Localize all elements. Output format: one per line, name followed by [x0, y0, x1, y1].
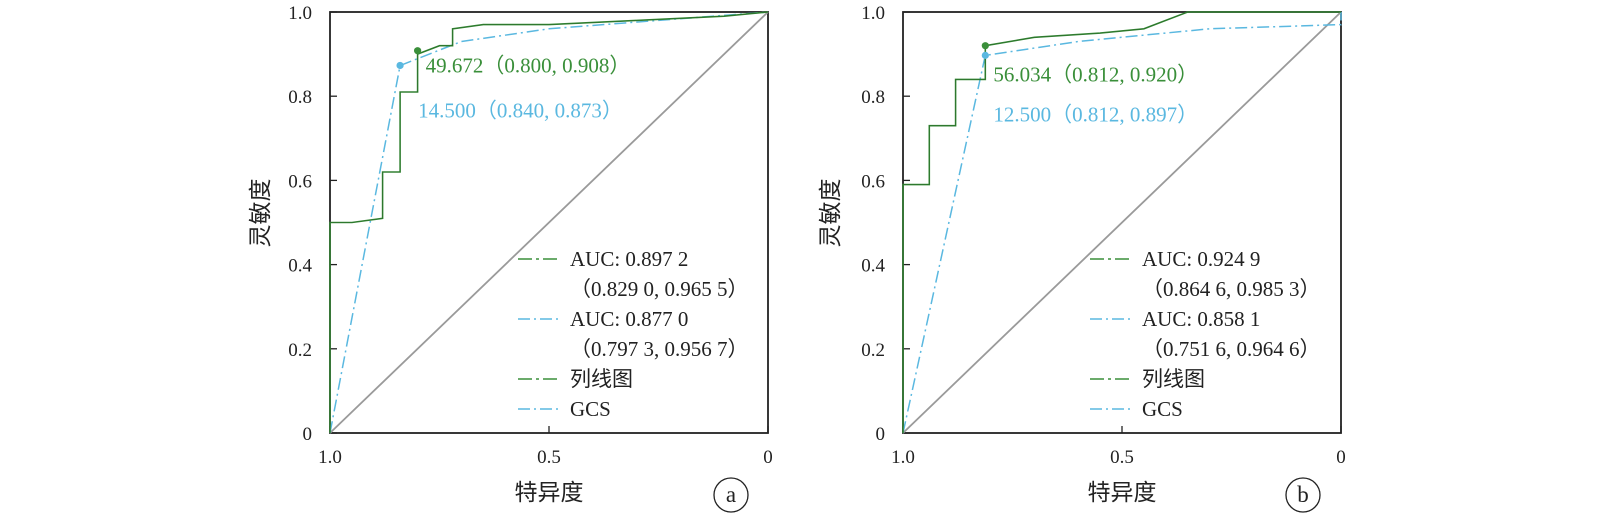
panel-b-legend: AUC: 0.924 9 （0.864 6, 0.985 3） AUC: 0.858…	[1090, 247, 1321, 421]
panel-a-letter: a	[726, 482, 736, 507]
legend-label: AUC: 0.858 1	[1142, 307, 1260, 331]
panel-a-ylabel: 灵敏度	[248, 179, 273, 248]
reference-diagonal-line	[902, 11, 1342, 434]
panel-b-letter: b	[1297, 482, 1309, 507]
legend-label: GCS	[570, 397, 611, 421]
panel-a: 灵敏度 特异度 a	[248, 179, 749, 513]
legend-label: AUC: 0.924 9	[1142, 247, 1260, 271]
legend-label: GCS	[1142, 397, 1183, 421]
panel-a-xlabel: 特异度	[515, 480, 584, 505]
y-tick-label: 0.4	[861, 256, 885, 277]
legend-label: （0.751 6, 0.964 6）	[1142, 337, 1321, 361]
panel-a-plot: 0 0.2 0.4 0.6 0.8 1.0 1.0 0.5 0 49.672（0.800, 0.9…	[288, 3, 773, 468]
legend-label: （0.864 6, 0.985 3）	[1142, 277, 1321, 301]
cutoff-label-gcs: 12.500（0.812, 0.897）	[993, 102, 1198, 126]
y-tick-label: 1.0	[861, 3, 885, 24]
panel-b-ylabel: 灵敏度	[818, 179, 843, 248]
y-tick-label: 0	[303, 424, 313, 445]
cutoff-point-nomogram	[981, 42, 989, 50]
x-tick-label: 0.5	[537, 447, 561, 468]
legend-label: AUC: 0.897 2	[570, 247, 688, 271]
cutoff-label-gcs: 14.500（0.840, 0.873）	[418, 98, 623, 122]
legend-label: （0.829 0, 0.965 5）	[570, 277, 749, 301]
x-tick-label: 0	[1336, 447, 1346, 468]
panel-b-letter-circle	[1285, 477, 1321, 513]
y-tick-label: 0.2	[861, 340, 885, 361]
y-tick-label: 0.6	[288, 171, 312, 192]
reference-diagonal-line	[329, 11, 769, 434]
y-tick-label: 0.6	[861, 171, 885, 192]
y-tick-label: 1.0	[288, 3, 312, 24]
legend-label: AUC: 0.877 0	[570, 307, 688, 331]
legend-label: 列线图	[1142, 367, 1205, 391]
y-tick-label: 0.4	[288, 256, 312, 277]
panel-a-letter-circle	[713, 477, 749, 513]
legend-label: （0.797 3, 0.956 7）	[570, 337, 749, 361]
series-line-nomogram-edge	[902, 11, 1341, 433]
x-tick-label: 1.0	[891, 447, 915, 468]
legend-label: 列线图	[570, 367, 633, 391]
cutoff-point-nomogram	[414, 47, 422, 55]
panel-b: 灵敏度 特异度 b	[818, 179, 1321, 513]
series-line-gcs	[329, 11, 769, 434]
y-tick-label: 0.8	[288, 87, 312, 108]
cutoff-point-gcs	[981, 51, 989, 59]
cutoff-label-nomogram: 56.034（0.812, 0.920）	[993, 63, 1198, 87]
y-tick-label: 0	[876, 424, 886, 445]
y-tick-label: 0.8	[861, 87, 885, 108]
panel-a-legend: AUC: 0.897 2 （0.829 0, 0.965 5） AUC: 0.877…	[518, 247, 749, 421]
cutoff-point-gcs	[396, 61, 404, 70]
y-tick-label: 0.2	[288, 340, 312, 361]
panel-b-plot: 0 0.2 0.4 0.6 0.8 1.0 1.0 0.5 0 56.034（0.812, 0.9…	[861, 3, 1346, 468]
x-tick-label: 1.0	[318, 447, 342, 468]
cutoff-label-nomogram: 49.672（0.800, 0.908）	[426, 54, 631, 78]
panel-b-xlabel: 特异度	[1088, 480, 1157, 505]
x-tick-label: 0.5	[1110, 447, 1134, 468]
x-tick-label: 0	[763, 447, 773, 468]
